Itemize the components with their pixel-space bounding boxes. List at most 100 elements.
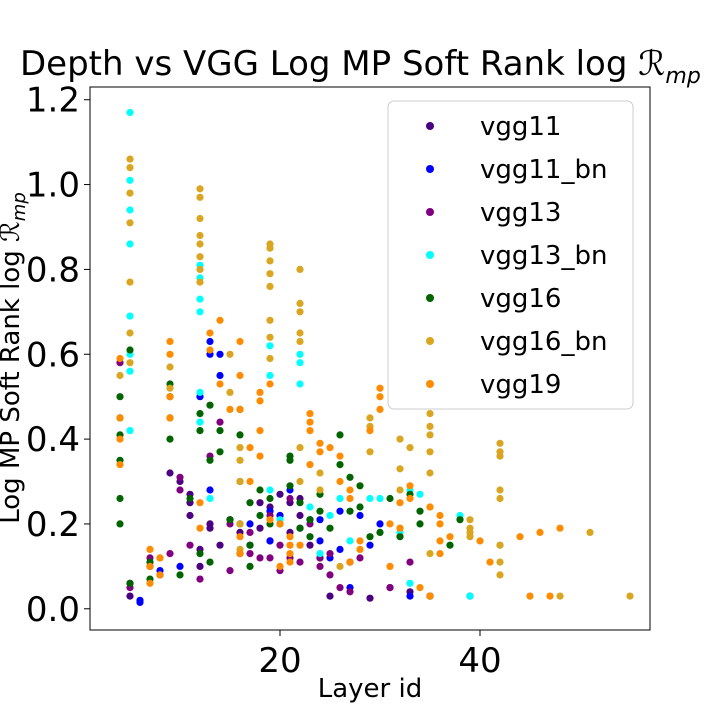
data-point-vgg19 bbox=[486, 558, 494, 566]
data-point-vgg16_bn bbox=[556, 592, 564, 600]
data-point-vgg16 bbox=[356, 482, 364, 490]
legend-marker-vgg13 bbox=[426, 208, 434, 216]
y-tick-label: 0.4 bbox=[26, 420, 80, 460]
data-point-vgg13 bbox=[186, 541, 194, 549]
y-axis-label-subscript: mp bbox=[9, 192, 30, 221]
data-point-vgg16_bn bbox=[426, 550, 434, 558]
data-point-vgg16_bn bbox=[316, 486, 324, 494]
data-point-vgg19 bbox=[216, 316, 224, 324]
data-point-vgg19 bbox=[516, 533, 524, 541]
legend: vgg11 vgg11_bn vgg13 vgg13_bn vgg16 vgg16_bnv… bbox=[387, 100, 634, 410]
data-point-vgg13 bbox=[326, 550, 334, 558]
data-point-vgg16_bn bbox=[426, 469, 434, 477]
data-point-vgg11_bn bbox=[216, 350, 224, 358]
data-point-vgg19 bbox=[376, 384, 384, 392]
legend-label-vgg11: vgg11 bbox=[480, 112, 561, 142]
data-point-vgg19 bbox=[276, 520, 284, 528]
data-point-vgg16_bn bbox=[196, 265, 204, 273]
data-point-vgg11 bbox=[256, 524, 264, 532]
data-point-vgg16_bn bbox=[266, 257, 274, 265]
data-point-vgg16_bn bbox=[296, 265, 304, 273]
data-point-vgg19 bbox=[116, 354, 124, 363]
data-point-vgg16_bn bbox=[466, 533, 474, 541]
data-point-vgg16 bbox=[286, 456, 294, 464]
data-point-vgg11_bn bbox=[316, 537, 324, 545]
plot-area bbox=[89, 86, 651, 631]
data-point-vgg16_bn bbox=[126, 155, 134, 163]
data-point-vgg19 bbox=[356, 537, 364, 545]
data-point-vgg16_bn bbox=[226, 350, 234, 358]
data-point-vgg13_bn bbox=[126, 176, 134, 184]
data-point-vgg19 bbox=[436, 520, 444, 528]
data-point-vgg16_bn bbox=[226, 388, 234, 396]
data-point-vgg16 bbox=[216, 427, 224, 435]
data-point-vgg19 bbox=[306, 418, 314, 426]
data-point-vgg13_bn bbox=[326, 511, 334, 520]
legend-label-vgg16: vgg16 bbox=[480, 284, 561, 314]
data-point-vgg16_bn bbox=[466, 516, 474, 524]
data-point-vgg16_bn bbox=[236, 456, 244, 464]
data-point-vgg13_bn bbox=[266, 486, 274, 494]
data-point-vgg13_bn bbox=[196, 295, 204, 303]
y-axis-label: Log MP Soft Rank log ℛmp bbox=[0, 192, 30, 524]
legend-label-vgg13_bn: vgg13_bn bbox=[480, 241, 607, 271]
data-point-vgg19 bbox=[296, 541, 304, 549]
data-point-vgg13_bn bbox=[266, 342, 274, 350]
y-tick-label: 0.0 bbox=[26, 590, 80, 630]
data-point-vgg13_bn bbox=[376, 494, 384, 503]
data-point-vgg13_bn bbox=[306, 503, 314, 511]
data-point-vgg16 bbox=[226, 516, 234, 524]
data-point-vgg19 bbox=[266, 380, 274, 388]
data-point-vgg16 bbox=[186, 494, 194, 503]
data-point-vgg19 bbox=[426, 592, 434, 600]
data-point-vgg16 bbox=[346, 473, 354, 481]
data-point-vgg16 bbox=[286, 482, 294, 490]
data-point-vgg13_bn bbox=[196, 418, 204, 426]
data-point-vgg16_bn bbox=[336, 562, 344, 571]
data-point-vgg16_bn bbox=[126, 219, 134, 227]
data-point-vgg11 bbox=[196, 562, 204, 571]
data-point-vgg13 bbox=[346, 588, 354, 596]
legend-label-vgg11_bn: vgg11_bn bbox=[480, 155, 607, 185]
data-point-vgg16 bbox=[336, 431, 344, 439]
data-point-vgg16 bbox=[256, 486, 264, 494]
data-point-vgg13_bn bbox=[336, 494, 344, 503]
data-point-vgg19 bbox=[286, 550, 294, 558]
data-point-vgg13_bn bbox=[126, 206, 134, 214]
data-point-vgg13_bn bbox=[206, 494, 214, 503]
data-point-vgg16 bbox=[366, 533, 374, 541]
data-point-vgg16_bn bbox=[266, 244, 274, 252]
data-point-vgg19 bbox=[436, 550, 444, 558]
data-point-vgg19 bbox=[216, 380, 224, 388]
data-point-vgg11 bbox=[276, 490, 284, 498]
data-point-vgg16_bn bbox=[196, 253, 204, 261]
data-point-vgg19 bbox=[376, 405, 384, 413]
data-point-vgg16 bbox=[196, 410, 204, 418]
data-point-vgg13 bbox=[286, 494, 294, 503]
data-point-vgg16 bbox=[456, 516, 464, 524]
data-point-vgg11_bn bbox=[366, 541, 374, 549]
data-point-vgg19 bbox=[316, 439, 324, 447]
data-point-vgg16_bn bbox=[366, 448, 374, 456]
y-axis-label-text: Log MP Soft Rank log bbox=[0, 242, 26, 524]
data-point-vgg16_bn bbox=[266, 270, 274, 278]
data-point-vgg19 bbox=[336, 477, 344, 486]
y-tick-label: 0.8 bbox=[26, 250, 80, 290]
data-point-vgg19 bbox=[406, 482, 414, 490]
data-point-vgg16 bbox=[246, 499, 254, 507]
data-point-vgg19 bbox=[166, 414, 174, 422]
data-point-vgg16 bbox=[326, 524, 334, 532]
data-point-vgg16 bbox=[416, 520, 424, 528]
data-point-vgg16_bn bbox=[166, 384, 174, 392]
data-point-vgg19 bbox=[236, 533, 244, 541]
data-point-vgg16 bbox=[206, 456, 214, 464]
data-point-vgg19 bbox=[286, 541, 294, 549]
data-point-vgg11 bbox=[306, 541, 314, 549]
data-point-vgg13 bbox=[196, 575, 204, 583]
data-point-vgg19 bbox=[346, 494, 354, 503]
data-point-vgg19 bbox=[206, 329, 214, 337]
data-point-vgg19 bbox=[116, 414, 124, 422]
data-point-vgg16 bbox=[376, 528, 384, 537]
data-point-vgg16 bbox=[446, 541, 454, 549]
